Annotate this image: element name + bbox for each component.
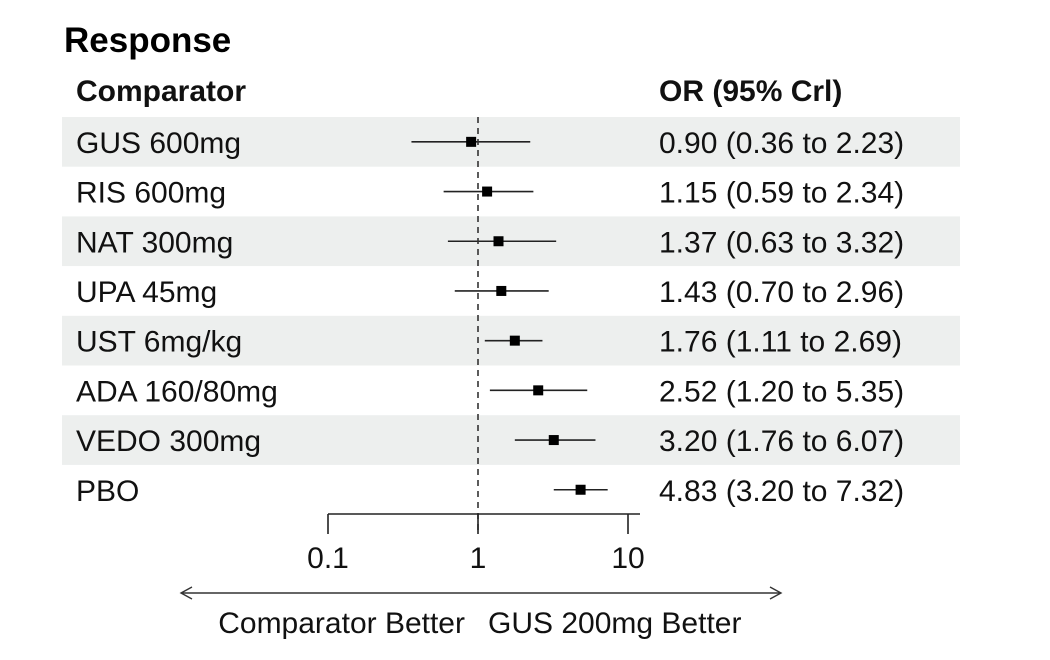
forest-row: RIS 600mg 1.15 (0.59 to 2.34) <box>76 177 904 210</box>
point-estimate-marker <box>548 435 559 446</box>
forest-row: GUS 600mg 0.90 (0.36 to 2.23) <box>76 127 904 160</box>
estimate-text: 3.20 (1.76 to 6.07) <box>659 425 904 458</box>
comparator-label: PBO <box>76 475 139 508</box>
right-arrowhead-icon <box>769 586 783 600</box>
comparator-label: UPA 45mg <box>76 276 217 309</box>
comparator-label: NAT 300mg <box>76 226 233 259</box>
left-arrowhead-icon <box>179 586 193 600</box>
point-estimate-marker <box>493 236 504 247</box>
estimate-text: 1.76 (1.11 to 2.69) <box>659 326 902 359</box>
point-estimate-marker <box>509 335 520 346</box>
point-estimate-marker <box>575 484 586 495</box>
tick-label: 10 <box>611 542 644 575</box>
forest-row: ADA 160/80mg 2.52 (1.20 to 5.35) <box>76 375 904 408</box>
direction-arrows: Comparator Better GUS 200mg Better <box>179 586 783 640</box>
point-estimate-marker <box>466 136 477 147</box>
forest-row: VEDO 300mg 3.20 (1.76 to 6.07) <box>76 425 904 458</box>
comparator-label: VEDO 300mg <box>76 425 261 458</box>
estimate-column-header: OR (95% Crl) <box>659 75 842 108</box>
forest-row: UPA 45mg 1.43 (0.70 to 2.96) <box>76 276 904 309</box>
right-direction-label: GUS 200mg Better <box>488 607 741 640</box>
comparator-label: RIS 600mg <box>76 177 226 210</box>
estimate-text: 0.90 (0.36 to 2.23) <box>659 127 904 160</box>
comparator-label: ADA 160/80mg <box>76 375 278 408</box>
estimate-text: 2.52 (1.20 to 5.35) <box>659 375 904 408</box>
estimate-text: 4.83 (3.20 to 7.32) <box>659 475 904 508</box>
forest-row: NAT 300mg 1.37 (0.63 to 3.32) <box>76 226 904 259</box>
row-shade <box>62 415 960 465</box>
tick-label: 1 <box>470 542 487 575</box>
estimate-text: 1.37 (0.63 to 3.32) <box>659 226 904 259</box>
comparator-label: UST 6mg/kg <box>76 326 242 359</box>
comparator-column-header: Comparator <box>76 75 246 108</box>
chart-title: Response <box>64 21 231 60</box>
comparator-label: GUS 600mg <box>76 127 241 160</box>
x-axis: 0.1 1 10 <box>307 513 645 575</box>
forest-row: UST 6mg/kg 1.76 (1.11 to 2.69) <box>76 326 902 359</box>
point-estimate-marker <box>482 186 493 197</box>
forest-row: PBO 4.83 (3.20 to 7.32) <box>76 475 904 508</box>
point-estimate-marker <box>533 385 544 396</box>
estimate-text: 1.43 (0.70 to 2.96) <box>659 276 904 309</box>
forest-rows: GUS 600mg 0.90 (0.36 to 2.23) RIS 600mg 1.1… <box>76 127 904 508</box>
left-direction-label: Comparator Better <box>218 607 465 640</box>
estimate-text: 1.15 (0.59 to 2.34) <box>659 177 904 210</box>
point-estimate-marker <box>496 285 507 296</box>
tick-label: 0.1 <box>307 542 349 575</box>
